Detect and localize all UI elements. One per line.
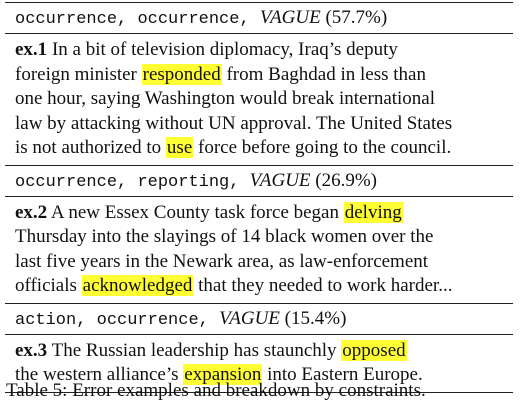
example-id: ex.2	[15, 201, 48, 223]
sentence-text: officials	[15, 275, 82, 296]
error-percent: (57.7%)	[325, 7, 388, 28]
example-text: ex.2 A new Essex County task force began…	[5, 197, 513, 303]
sentence-text: one hour, saying Washington would break …	[15, 88, 436, 109]
sentence-line: is not authorized to use force before go…	[15, 136, 505, 161]
error-examples-table: occurrence, occurrence, VAGUE (57.7%) ex…	[5, 2, 513, 393]
sentence-text: is not authorized to	[15, 137, 166, 158]
example-id: ex.3	[15, 339, 48, 361]
sentence-line: ex.1 In a bit of television diplomacy, I…	[15, 38, 505, 63]
sentence-line: one hour, saying Washington would break …	[15, 87, 505, 112]
error-percent: (26.9%)	[315, 169, 378, 191]
sentence-text: foreign minister	[15, 63, 142, 85]
sentence-text: law by attacking without UN approval. Th…	[15, 112, 453, 134]
sentence-line: officials acknowledged that they needed …	[15, 274, 505, 299]
constraint-group-3: action, occurrence, VAGUE (15.4%) ex.3 T…	[5, 304, 513, 392]
sentence-line: foreign minister responded from Baghdad …	[15, 63, 505, 88]
event-type-1: occurrence	[15, 10, 118, 29]
highlighted-event-trigger: responded	[141, 63, 222, 85]
example-text: ex.1 In a bit of television diplomacy, I…	[5, 34, 513, 165]
constraint-group-2: occurrence, reporting, VAGUE (26.9%) ex.…	[5, 166, 513, 304]
event-type-1: occurrence	[15, 172, 118, 192]
sentence-text: into Eastern Europe.	[262, 364, 423, 385]
sentence-text: In a bit of television diplomacy, Iraq’s…	[51, 39, 398, 60]
sentence-text: that they needed to work harder...	[193, 275, 453, 296]
event-type-2: occurrence	[137, 10, 240, 29]
sentence-line: ex.2 A new Essex County task force began…	[15, 201, 505, 226]
table-caption: Table 5: Error examples and breakdown by…	[6, 380, 426, 401]
constraint-group-1: occurrence, occurrence, VAGUE (57.7%) ex…	[5, 3, 513, 166]
sentence-line: Thursday into the slayings of 14 black w…	[15, 225, 505, 250]
event-type-1: action	[15, 310, 77, 330]
sentence-text: Thursday into the slayings of 14 black w…	[15, 226, 434, 247]
highlighted-event-trigger: delving	[343, 201, 403, 223]
event-type-2: reporting	[137, 172, 230, 192]
highlighted-event-trigger: use	[165, 137, 194, 158]
sentence-line: the western alliance’s expansion into Ea…	[15, 363, 505, 388]
sentence-text: last five years in the Newark area, as l…	[15, 250, 429, 272]
sentence-text: the western alliance’s	[15, 364, 184, 385]
example-text: ex.3 The Russian leadership has staunchl…	[5, 335, 513, 392]
highlighted-event-trigger: opposed	[341, 339, 407, 361]
highlighted-event-trigger: acknowledged	[81, 275, 194, 296]
sentence-text: The Russian leadership has staunchly	[51, 339, 342, 361]
error-percent: (15.4%)	[284, 307, 347, 329]
sentence-text: A new Essex County task force began	[50, 201, 344, 223]
example-id: ex.1	[15, 39, 48, 60]
group-header: occurrence, reporting, VAGUE (26.9%)	[5, 166, 513, 197]
sentence-line: last five years in the Newark area, as l…	[15, 250, 505, 275]
group-header: action, occurrence, VAGUE (15.4%)	[5, 304, 513, 335]
group-header: occurrence, occurrence, VAGUE (57.7%)	[5, 3, 513, 34]
highlighted-event-trigger: expansion	[183, 364, 263, 385]
sentence-text: force before going to the council.	[193, 137, 452, 158]
sentence-text: from Baghdad in less than	[221, 63, 426, 85]
sentence-line: law by attacking without UN approval. Th…	[15, 112, 505, 137]
relation-label: VAGUE	[249, 169, 311, 191]
relation-label: VAGUE	[259, 7, 321, 28]
relation-label: VAGUE	[219, 307, 280, 329]
event-type-2: occurrence	[96, 310, 199, 330]
sentence-line: ex.3 The Russian leadership has staunchl…	[15, 339, 505, 364]
